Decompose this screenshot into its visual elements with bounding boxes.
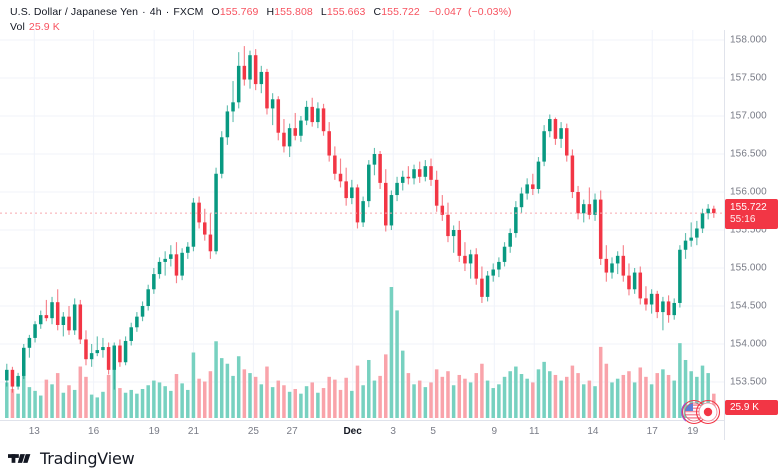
chart-canvas[interactable] (0, 30, 724, 420)
price-tick: 154.000 (730, 338, 767, 350)
legend-separator-2: · (165, 6, 170, 18)
symbol-name[interactable]: U.S. Dollar / Japanese Yen (10, 6, 139, 18)
high-key: H (266, 6, 275, 18)
japan-flag-icon (695, 399, 721, 425)
exchange-label: FXCM (173, 6, 204, 18)
time-tick: 3 (390, 426, 396, 437)
time-tick: 21 (187, 426, 200, 437)
open-key: O (211, 6, 220, 18)
price-tick: 156.500 (730, 148, 767, 160)
tradingview-branding[interactable]: TradingView (8, 449, 135, 468)
candlesticks (5, 46, 716, 393)
time-tick: 9 (491, 426, 498, 437)
low-key: L (320, 6, 327, 18)
time-tick: 11 (529, 426, 540, 437)
change-value: −0.047 (428, 6, 462, 18)
tradingview-wordmark: TradingView (40, 449, 135, 468)
grid-lines (0, 30, 724, 420)
low-value: 155.663 (326, 6, 366, 18)
bar-countdown: 55:16 (730, 214, 756, 226)
price-tick: 154.500 (730, 300, 767, 312)
currency-pair-widget[interactable] (677, 399, 723, 425)
time-axis[interactable]: 13 16 19 21 25 27 Dec 3 5 9 11 14 17 19 (0, 420, 724, 443)
chart-legend: U.S. Dollar / Japanese Yen · 4h · FXCM O… (10, 5, 512, 35)
price-tick: 158.000 (730, 34, 767, 46)
change-percent: (−0.03%) (467, 6, 512, 18)
volume-label: Vol (10, 21, 25, 33)
volume-bars (5, 287, 716, 418)
volume-value: 25.9 K (28, 21, 60, 33)
legend-separator-1: · (142, 6, 146, 18)
time-tick: 27 (286, 426, 298, 437)
price-tick: 157.500 (730, 72, 767, 84)
high-value: 155.808 (274, 6, 313, 18)
price-tick: 153.500 (730, 376, 767, 388)
interval-label[interactable]: 4h (149, 6, 162, 18)
volume-badge[interactable]: 25.9 K (725, 400, 778, 415)
price-axis[interactable]: 158.000 157.500 157.000 156.500 156.000 155.5… (724, 30, 780, 420)
price-tick: 155.500 (730, 224, 767, 236)
time-tick: 14 (587, 426, 599, 437)
close-value: 155.722 (381, 6, 420, 18)
time-tick: Dec (343, 426, 362, 437)
price-tick: 157.000 (730, 110, 767, 122)
current-price-value: 155.722 (730, 202, 767, 214)
open-value: 155.769 (219, 6, 259, 18)
time-tick: 17 (646, 426, 658, 437)
time-tick: 16 (88, 426, 100, 437)
time-tick: 25 (247, 426, 259, 437)
tradingview-logo-icon (8, 454, 31, 463)
price-tick: 155.000 (730, 262, 767, 274)
time-tick: 5 (430, 426, 436, 437)
volume-legend-row: Vol 25.9 K (10, 20, 512, 35)
time-tick: 19 (687, 426, 699, 437)
time-tick: 13 (28, 426, 40, 437)
axis-divider (724, 30, 725, 440)
current-price-badge[interactable]: 155.722 55:16 (725, 199, 778, 230)
chart-plot-area[interactable] (0, 30, 724, 420)
close-key: C (373, 6, 382, 18)
price-tick: 156.000 (730, 186, 767, 198)
legend-main-row: U.S. Dollar / Japanese Yen · 4h · FXCM O… (10, 5, 512, 20)
time-tick: 19 (148, 426, 160, 437)
